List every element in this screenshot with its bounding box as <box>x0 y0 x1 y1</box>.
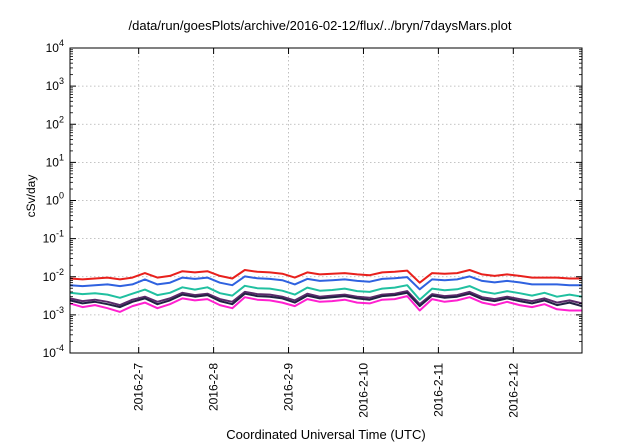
series-line-3 <box>69 284 583 301</box>
x-tick-label: 2016-2-10 <box>356 363 370 418</box>
y-tick-label: 10-2 <box>43 267 64 284</box>
x-tick-label: 2016-2-12 <box>506 363 520 418</box>
y-tick-label: 102 <box>46 114 64 131</box>
x-tick-label: 2016-2-9 <box>282 363 296 411</box>
y-tick-label: 101 <box>46 152 64 169</box>
y-tick-label: 103 <box>46 76 64 93</box>
grid-lines <box>70 48 582 353</box>
chart-title: /data/run/goesPlots/archive/2016-02-12/f… <box>128 18 512 33</box>
series-line-5 <box>69 291 583 309</box>
x-tick-label: 2016-2-11 <box>431 363 445 417</box>
y-tick-label: 104 <box>46 38 64 55</box>
series-line-2 <box>69 275 582 291</box>
axis-ticks: 10-4 10-3 10-2 10-1 100 101 102 103 104 2016-2-7 2… <box>43 38 582 418</box>
series-line-1 <box>69 269 582 284</box>
series-line-4 <box>69 290 583 307</box>
series-lines <box>69 269 583 313</box>
y-tick-label: 10-3 <box>43 305 64 322</box>
series-line-6 <box>69 295 582 313</box>
x-tick-label: 2016-2-7 <box>132 363 146 411</box>
y-tick-label: 10-1 <box>43 229 64 246</box>
x-axis-label: Coordinated Universal Time (UTC) <box>226 427 426 442</box>
y-tick-label: 100 <box>46 191 64 208</box>
x-tick-label: 2016-2-8 <box>207 363 221 411</box>
y-tick-label: 10-4 <box>43 343 64 360</box>
